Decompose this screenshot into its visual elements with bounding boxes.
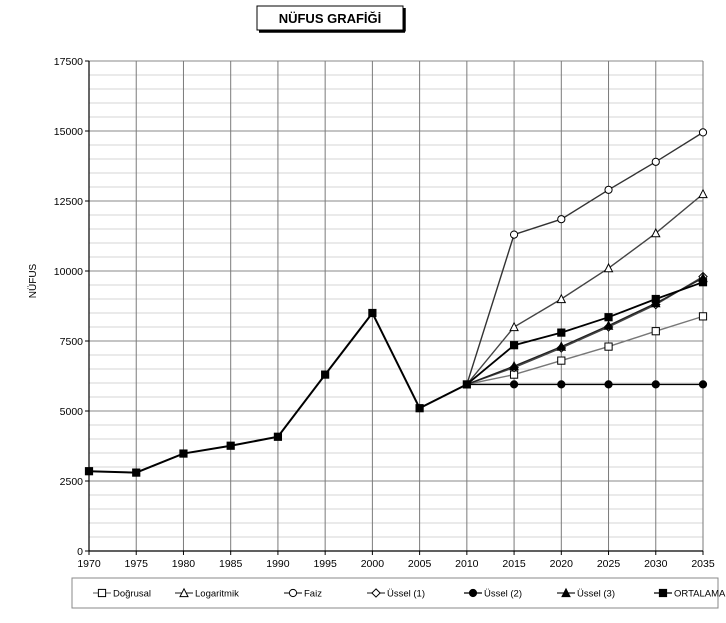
point-series-6 [604,313,613,322]
legend-marker [468,588,478,598]
grid-lines [88,60,704,551]
legend-marker [97,588,107,598]
title-frame [256,5,404,31]
point-series-5 [556,341,567,351]
point-historical [84,467,94,476]
point-series-4 [651,380,660,389]
legend-label: Faiz [304,589,322,600]
series-line-5 [466,277,704,386]
y-tick-label: 0 [77,546,83,558]
point-series-0 [557,356,566,365]
legend-label: Üssel (3) [577,589,615,600]
legend-marker [561,587,571,598]
legend-label: Üssel (2) [484,589,522,600]
legend-label: Doğrusal [113,589,151,600]
point-series-6 [651,294,660,304]
chart-title-box: NÜFUS GRAFİĞİ [256,5,406,33]
y-tick-label: 5000 [60,406,84,418]
axes: 0 2500 5000 7500 10000 12500 15000 17500 1970 197… [54,56,715,570]
x-tick-label: 2010 [455,558,479,570]
series-line-2 [466,131,704,385]
point-series-1 [509,321,519,332]
series-line-1 [466,193,704,385]
legend-marker [371,588,381,598]
point-series-2 [557,215,566,224]
point-series-5 [603,320,614,330]
point-historical [273,432,283,441]
point-series-6 [509,341,519,350]
point-series-2 [651,157,660,166]
point-series-4 [557,380,566,389]
x-tick-label: 1990 [266,558,290,570]
point-series-4 [604,380,613,389]
legend-label: Logaritmik [195,589,239,600]
y-tick-label: 15000 [54,126,83,138]
series-line-3 [466,275,704,386]
point-series-1 [603,262,614,273]
x-tick-label: 2005 [408,558,432,570]
x-tick-label: 1975 [125,558,149,570]
legend-marker [658,588,668,598]
y-tick-label: 12500 [54,196,83,208]
point-series-0 [651,327,660,336]
point-series-0 [698,312,708,321]
point-series-0 [604,342,613,351]
point-series-2 [604,185,613,194]
y-axis-label: NÜFUS [27,263,39,298]
point-series-2 [698,128,708,137]
x-tick-label: 1985 [219,558,243,570]
point-series-5 [509,360,519,371]
point-historical [368,308,377,318]
point-historical [179,449,188,458]
series-lines [88,131,704,474]
legend-marker [288,588,298,598]
point-series-2 [509,230,519,239]
x-tick-label: 1995 [313,558,337,570]
legend-marker [179,587,189,598]
x-tick-label: 2000 [361,558,385,570]
point-historical [415,404,424,413]
y-tick-label: 17500 [54,56,83,68]
x-tick-label: 2015 [502,558,526,570]
series-line-6 [466,281,704,386]
point-historical [226,441,235,450]
point-historical [462,380,471,389]
x-tick-label: 2025 [597,558,621,570]
series-markers [84,128,708,477]
point-series-6 [557,328,566,337]
y-tick-label: 7500 [60,336,84,348]
point-series-6 [698,278,708,287]
y-tick-label: 2500 [60,476,84,488]
point-series-4 [509,380,519,389]
x-tick-label: 2020 [550,558,574,570]
x-tick-label: 2030 [644,558,668,570]
point-series-1 [698,188,708,199]
x-tick-label: 2035 [691,558,715,570]
point-historical [132,468,141,477]
x-tick-label: 1980 [172,558,196,570]
point-series-4 [698,380,708,389]
legend-label: ORTALAMA [674,589,726,600]
legend: Doğrusal Logaritmik Faiz Üssel (1) Üssel (2)… [71,577,726,609]
point-series-1 [650,227,661,238]
point-series-1 [556,293,567,304]
x-tick-label: 1970 [77,558,101,570]
point-historical [321,370,330,379]
chart-title: NÜFUS GRAFİĞİ [279,11,382,26]
y-tick-label: 10000 [54,266,83,278]
legend-label: Üssel (1) [387,589,425,600]
series-line-0 [466,315,704,386]
